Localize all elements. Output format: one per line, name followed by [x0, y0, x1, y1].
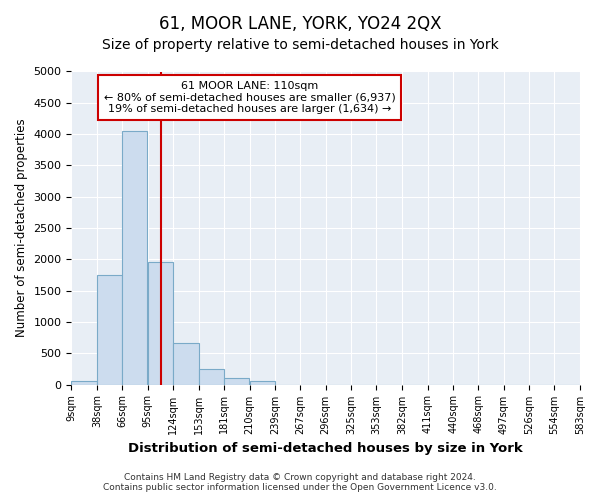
Bar [97, 275, 122, 384]
Text: 61 MOOR LANE: 110sqm
← 80% of semi-detached houses are smaller (6,937)
19% of se: 61 MOOR LANE: 110sqm ← 80% of semi-detac… [104, 81, 395, 114]
Text: Contains HM Land Registry data © Crown copyright and database right 2024.
Contai: Contains HM Land Registry data © Crown c… [103, 473, 497, 492]
Bar [173, 343, 199, 384]
Bar [250, 381, 275, 384]
Bar [199, 369, 224, 384]
Bar [148, 262, 173, 384]
Bar [224, 378, 249, 384]
Bar [71, 382, 97, 384]
Text: Size of property relative to semi-detached houses in York: Size of property relative to semi-detach… [101, 38, 499, 52]
Y-axis label: Number of semi-detached properties: Number of semi-detached properties [15, 118, 28, 338]
Text: 61, MOOR LANE, YORK, YO24 2QX: 61, MOOR LANE, YORK, YO24 2QX [159, 15, 441, 33]
X-axis label: Distribution of semi-detached houses by size in York: Distribution of semi-detached houses by … [128, 442, 523, 455]
Bar [122, 131, 147, 384]
